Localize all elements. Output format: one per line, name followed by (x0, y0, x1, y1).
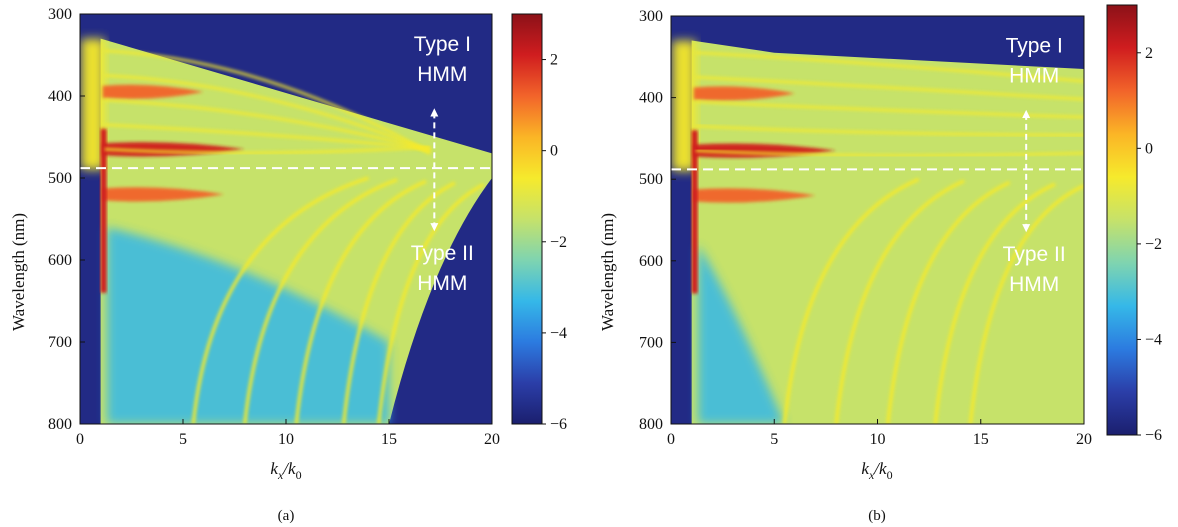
x-axis-label-a-k: k (270, 459, 278, 478)
colorbar-tick-label: 0 (550, 143, 558, 160)
x-axis-label-a-den-sub: 0 (296, 468, 302, 482)
annotation-label: HMM (1009, 65, 1059, 88)
x-tick-label: 15 (973, 431, 989, 448)
mode-edge (100, 128, 107, 293)
heatmap-plot-b: Type I HMM Type II HMM (671, 16, 1084, 424)
type2-mode-curve (886, 180, 1011, 424)
type2-mode-curve (968, 184, 1084, 424)
x-tick-label: 5 (770, 431, 778, 448)
type1-mode-curve (695, 75, 1084, 101)
annotation-arrow-up (1022, 109, 1031, 118)
heatmap-low-region (697, 244, 785, 424)
x-axis-label-b: kx/k0 (861, 459, 892, 482)
y-axis-label-b: Wavelength (nm) (598, 213, 617, 331)
annotation-arrow-down (430, 223, 439, 232)
x-axis-label-b-sub: x (868, 468, 875, 482)
type1-mode-curve (104, 74, 431, 154)
x-axis-label-b-k: k (861, 459, 869, 478)
x-tick-label: 10 (870, 431, 886, 448)
axes-a: 0 5 10 15 20 300 400 500 600 700 800 (48, 6, 500, 448)
colorbar-gradient (511, 13, 543, 425)
type2-mode-curve (294, 179, 427, 424)
heatmap-low-region (106, 227, 389, 424)
x-tick-label: 0 (667, 431, 675, 448)
y-tick-label: 300 (639, 8, 663, 25)
annotation-label: HMM (417, 63, 467, 86)
y-tick-label: 500 (48, 170, 72, 187)
colorbar-tick-label: −4 (550, 325, 567, 342)
x-tick-label: 0 (76, 431, 84, 448)
type2-mode-curve (933, 182, 1056, 424)
y-tick-label: 800 (48, 416, 72, 433)
y-tick-label: 800 (639, 416, 663, 433)
type2-mode-curve (834, 179, 965, 424)
type1-mode-curve (695, 149, 1084, 157)
y-tick-label: 400 (639, 90, 663, 107)
x-axis-label-b-den: /k (873, 459, 887, 478)
type1-mode-curve (104, 49, 431, 155)
colorbar-tick-label: 0 (1145, 140, 1153, 157)
type2-mode-curve (243, 177, 398, 424)
colorbar-tick-label: 2 (550, 52, 558, 69)
type1-mode-curve (104, 123, 431, 150)
annotation-label: Type II (1003, 243, 1066, 266)
x-tick-label: 20 (484, 431, 500, 448)
y-tick-label: 500 (639, 171, 663, 188)
colorbar-b: 2 0 −2 −4 −6 (1106, 4, 1162, 444)
type1-mode-curve (695, 51, 1084, 83)
type2-mode-curve (376, 182, 485, 424)
colorbar-tick-label: −2 (1145, 236, 1162, 253)
x-axis-label-b-den-sub: 0 (887, 468, 893, 482)
axes-b: 0 5 10 15 20 300 400 500 600 700 800 (639, 8, 1092, 448)
colorbar-a: 2 0 −2 −4 −6 (511, 13, 567, 433)
heatmap-hot-column (672, 40, 696, 172)
x-axis-label-a-den: /k (282, 459, 296, 478)
y-tick-label: 600 (48, 252, 72, 269)
x-tick-label: 5 (179, 431, 187, 448)
y-tick-label: 700 (48, 334, 72, 351)
annotation-arrow-down (1022, 224, 1031, 233)
colorbar-tick-label: 2 (1145, 45, 1153, 62)
annotation-arrow-up (430, 108, 439, 117)
colorbar-tick-label: −6 (550, 416, 567, 433)
annotation-label: Type II (411, 242, 474, 265)
y-tick-label: 300 (48, 6, 72, 23)
mode-band (693, 188, 816, 203)
y-tick-label: 700 (639, 334, 663, 351)
mode-band (102, 84, 204, 100)
panel-label-b: (b) (868, 508, 886, 524)
colorbar-tick-label: −2 (550, 234, 567, 251)
type2-mode-curve (782, 177, 920, 424)
x-axis-label-a: kx/k0 (270, 459, 301, 482)
type1-mode-curve (104, 145, 431, 155)
y-axis-label-a: Wavelength (nm) (9, 213, 28, 331)
heatmap-hot-column (81, 38, 105, 170)
colorbar-gradient (1106, 4, 1138, 436)
type2-mode-curve (191, 176, 369, 424)
panel-label-a: (a) (278, 508, 295, 524)
x-axis-label-a-sub: x (277, 468, 284, 482)
x-tick-label: 10 (278, 431, 294, 448)
type1-mode-curve (695, 124, 1084, 137)
x-tick-label: 20 (1076, 431, 1092, 448)
heatmap-plot-a: Type I HMM Type II HMM (80, 14, 492, 424)
mode-band (693, 86, 795, 101)
annotation-label: Type I (414, 33, 471, 56)
annotation-label: HMM (417, 272, 467, 295)
colorbar-tick-label: −6 (1145, 427, 1162, 444)
mode-edge (691, 130, 698, 294)
y-tick-label: 400 (48, 88, 72, 105)
annotation-label: HMM (1009, 273, 1059, 296)
type1-mode-curve (104, 98, 431, 152)
mode-band (102, 187, 225, 202)
x-tick-label: 15 (381, 431, 397, 448)
colorbar-tick-label: −4 (1145, 331, 1162, 348)
type2-mode-curve (341, 181, 456, 424)
annotation-label: Type I (1006, 35, 1063, 58)
y-tick-label: 600 (639, 253, 663, 270)
